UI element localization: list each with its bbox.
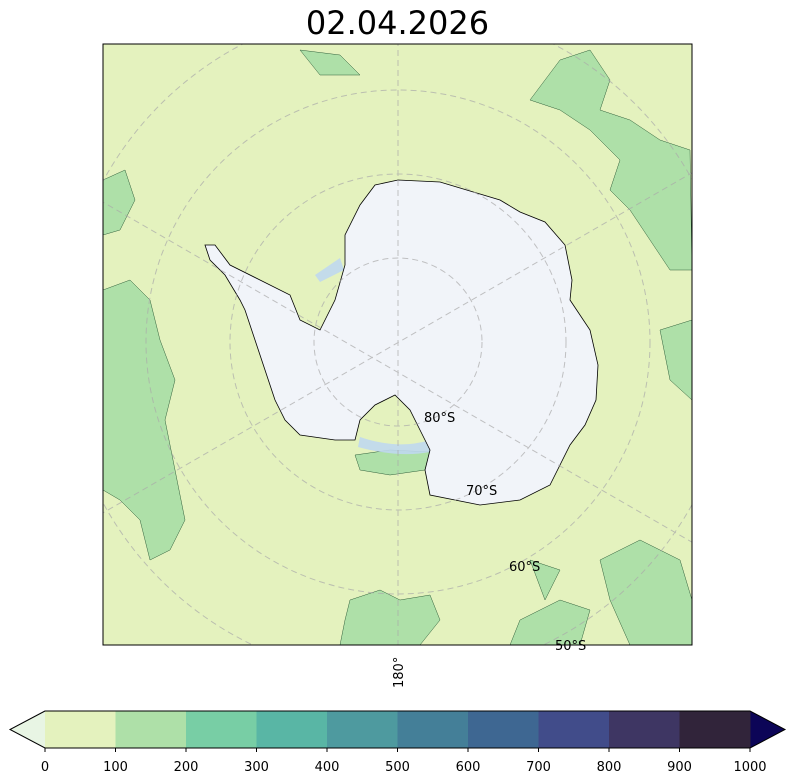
colorbar-tick-label: 800 (597, 760, 622, 775)
ice-shelf-shading (315, 258, 430, 455)
colorbar-cell (327, 711, 398, 748)
colorbar: 0 100 200 300 400 500 600 700 800 900 1000 (8, 710, 787, 775)
colorbar-cell (468, 711, 539, 748)
lat-label-60s: 60°S (509, 560, 540, 575)
colorbar-cell (538, 711, 610, 748)
lat-label-50s: 50°S (555, 639, 586, 654)
colorbar-tick-label: 400 (315, 760, 340, 775)
snowfall-patches (103, 49, 692, 645)
colorbar-cell (397, 711, 469, 748)
lon-label-180: 180° (392, 657, 407, 688)
colorbar-tick-label: 0 (41, 760, 49, 775)
antarctica-landmass (204, 179, 599, 506)
colorbar-tick-label: 200 (174, 760, 199, 775)
colorbar-cell (186, 711, 257, 748)
map-frame (102, 43, 693, 646)
colorbar-tick-label: 300 (244, 760, 269, 775)
polar-map: 80°S 70°S 60°S 50°S 180° (102, 43, 693, 688)
colorbar-tick-label: 500 (385, 760, 410, 775)
colorbar-tick-label: 100 (103, 760, 128, 775)
colorbar-cell (679, 711, 751, 748)
lat-label-70s: 70°S (466, 484, 497, 499)
colorbar-tick-label: 900 (667, 760, 692, 775)
colorbar-over-arrow (750, 711, 785, 748)
colorbar-tick-label: 1000 (733, 760, 766, 775)
colorbar-cell (115, 711, 187, 748)
colorbar-tick-label: 700 (526, 760, 551, 775)
colorbar-under-arrow (10, 711, 45, 748)
colorbar-cell (609, 711, 680, 748)
map-title: 02.04.2026 (305, 4, 490, 42)
colorbar-cell (256, 711, 328, 748)
lat-label-80s: 80°S (424, 411, 455, 426)
colorbar-tick-label: 600 (456, 760, 481, 775)
gridlines (103, 44, 692, 645)
colorbar-cell (45, 711, 116, 748)
